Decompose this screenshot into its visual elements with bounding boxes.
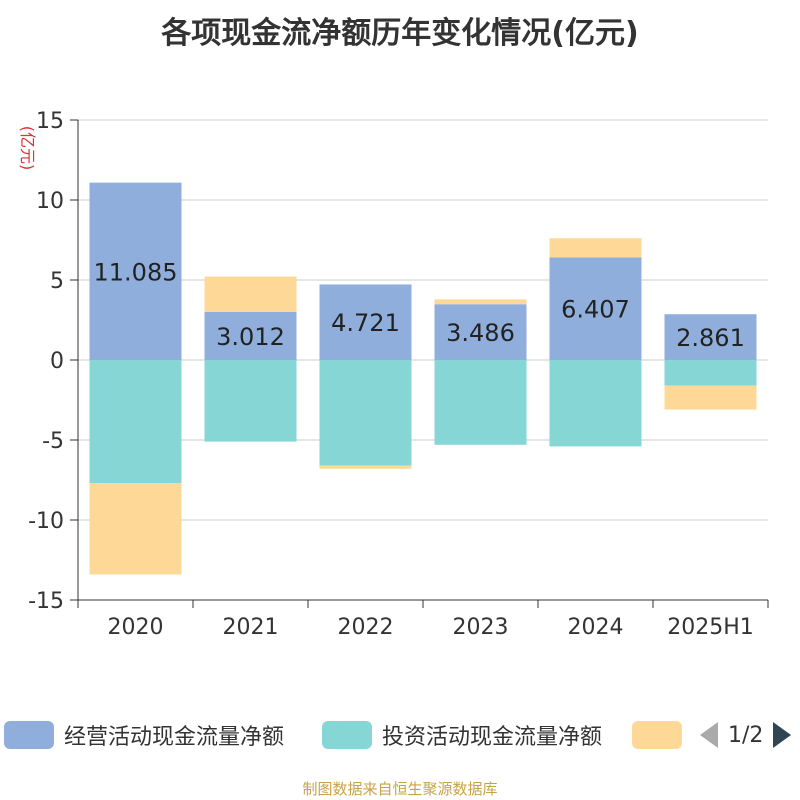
legend-swatch-third [632,721,682,749]
bar-2020-series-1 [89,182,182,360]
x-tick-label-2020: 2020 [108,615,164,640]
x-tick-label-2023: 2023 [453,615,509,640]
y-tick-label--10: -10 [28,509,64,534]
pager-next-icon[interactable] [773,722,792,748]
bar-2023-series-2 [434,360,527,445]
y-tick-label-5: 5 [50,269,64,294]
pager-prev-icon[interactable] [700,722,718,748]
legend-item-investing[interactable]: 投资活动现金流量净额 [322,720,602,750]
bar-2024-series-2 [549,360,642,447]
data-label-2021: 3.012 [216,323,285,351]
data-label-2025H1: 2.861 [676,324,745,352]
legend-swatch-investing [322,721,372,749]
y-tick-label--5: -5 [42,429,64,454]
bar-2025H1-series-3 [664,385,757,410]
pager-page-indicator: 1/2 [728,722,764,748]
bar-2022-series-1 [319,284,412,360]
x-tick-label-2021: 2021 [223,615,279,640]
bar-2022-series-2 [319,360,412,466]
data-source-note: 制图数据来自恒生聚源数据库 [302,780,498,798]
y-tick-label-10: 10 [36,189,64,214]
legend-item-third[interactable] [632,720,682,750]
y-axis-unit-label: (亿元) [18,126,37,171]
x-tick-label-2024: 2024 [568,615,624,640]
x-tick-label-2025H1: 2025H1 [667,615,754,640]
legend: 经营活动现金流量净额 投资活动现金流量净额 1/2 [0,712,800,760]
legend-item-operating[interactable]: 经营活动现金流量净额 [4,720,284,750]
bar-2024-series-1 [549,257,642,360]
legend-label-investing: 投资活动现金流量净额 [382,725,603,750]
y-tick-label-15: 15 [36,109,64,134]
legend-label-operating: 经营活动现金流量净额 [64,725,285,750]
chart-title: 各项现金流净额历年变化情况(亿元) [161,16,639,51]
y-tick-label-0: 0 [50,349,64,374]
data-label-2024: 6.407 [561,296,630,324]
legend-pager: 1/2 [700,720,792,750]
bar-2021-series-3 [204,276,297,312]
bar-2025H1-series-1 [664,314,757,360]
data-label-2020: 11.085 [94,258,178,286]
data-label-2022: 4.721 [331,309,400,337]
bar-2021-series-2 [204,360,297,442]
legend-swatch-operating [4,721,54,749]
bar-2020-series-2 [89,360,182,484]
bar-2020-series-3 [89,483,182,575]
bar-2021-series-1 [204,311,297,360]
bar-2023-series-1 [434,304,527,360]
bar-2024-series-3 [549,238,642,258]
x-tick-label-2022: 2022 [338,615,394,640]
bar-2023-series-3 [434,299,527,305]
bar-2022-series-3 [319,465,412,469]
y-tick-label--15: -15 [28,589,64,614]
bar-2025H1-series-2 [664,360,757,386]
data-label-2023: 3.486 [446,319,515,347]
chart-plot: -15 -10 -5 0 5 10 15(亿元) 11.085 3.012 4.721 3.486 6… [18,109,769,640]
